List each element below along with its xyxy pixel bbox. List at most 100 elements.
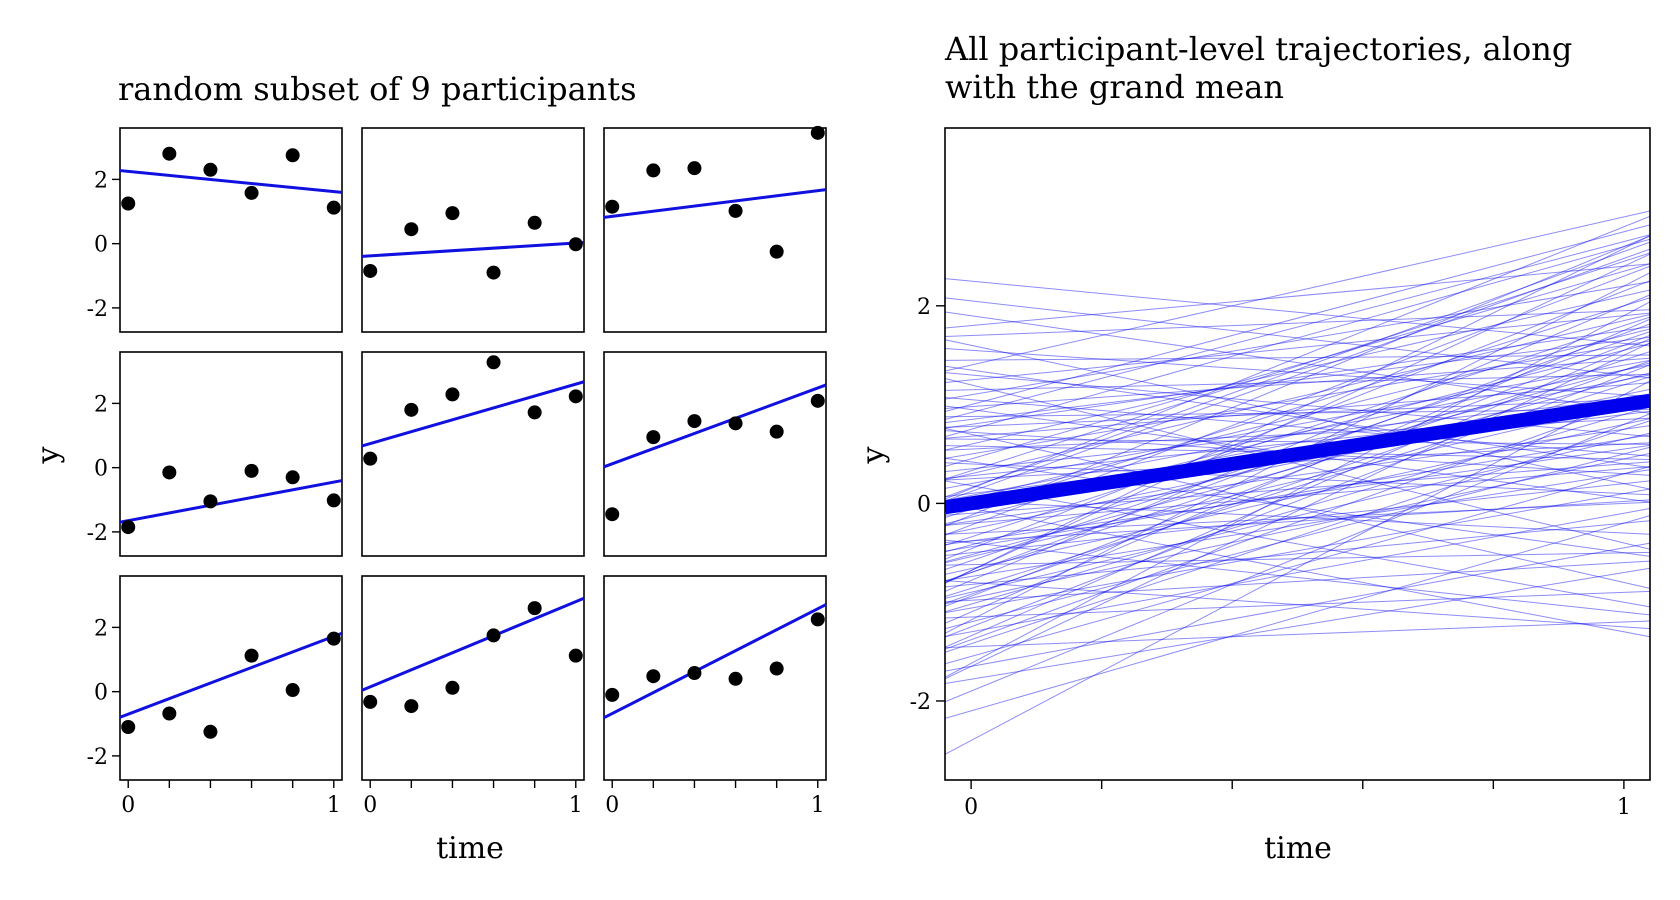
participant-trajectory — [945, 338, 1650, 648]
data-point — [728, 416, 743, 431]
participant-trajectory — [945, 394, 1650, 650]
participant-trajectory — [945, 252, 1650, 480]
data-point — [326, 631, 341, 646]
plot-frame — [944, 127, 1651, 781]
participant-trajectory — [945, 224, 1650, 413]
panel-fit-line — [361, 380, 585, 448]
y-tick-label: 2 — [94, 392, 108, 417]
data-point — [162, 146, 177, 161]
data-point — [568, 237, 583, 252]
data-point — [203, 162, 218, 177]
participant-trajectory — [945, 425, 1650, 526]
data-point — [244, 463, 259, 478]
participant-trajectory — [945, 442, 1650, 481]
participant-panel: -2 0 2 — [87, 127, 343, 333]
left-chart-x-axis-label: time — [436, 831, 504, 866]
participant-trajectory — [945, 432, 1650, 599]
data-point — [121, 520, 136, 535]
data-point — [527, 601, 542, 616]
y-tick-label: -2 — [87, 745, 108, 770]
participant-trajectory — [945, 499, 1650, 544]
participant-trajectory — [945, 241, 1650, 498]
participant-trajectory — [945, 452, 1650, 605]
data-point — [605, 507, 620, 522]
participant-trajectory — [945, 263, 1650, 467]
participant-trajectory — [945, 396, 1650, 457]
data-point — [486, 628, 501, 643]
participant-trajectory — [945, 480, 1650, 608]
participant-trajectory — [945, 289, 1650, 451]
data-point — [404, 699, 419, 714]
data-point — [285, 683, 300, 698]
data-point — [203, 494, 218, 509]
participant-trajectory — [945, 488, 1650, 614]
panel-frame — [119, 127, 343, 333]
panel-frame — [361, 575, 585, 781]
right-chart-y-axis-label: y — [856, 446, 891, 464]
participant-trajectory — [945, 280, 1650, 560]
panel-fit-line — [119, 479, 343, 524]
participant-trajectory — [945, 398, 1650, 564]
data-point — [687, 161, 702, 176]
participant-trajectory — [945, 235, 1650, 527]
panel-fit-line — [603, 188, 827, 219]
data-point — [121, 196, 136, 211]
data-point — [121, 719, 136, 734]
participant-trajectory — [945, 248, 1650, 502]
participant-trajectory — [945, 281, 1650, 400]
participant-trajectory — [945, 462, 1650, 496]
participant-trajectory — [945, 316, 1650, 546]
data-point — [326, 200, 341, 215]
y-tick-label: 0 — [94, 233, 108, 258]
participant-trajectory — [945, 215, 1650, 500]
participant-trajectory — [945, 328, 1650, 506]
x-tick-label: 1 — [1617, 795, 1631, 820]
panel-frame — [119, 351, 343, 557]
panel-fit-line — [119, 631, 343, 719]
participant-trajectory — [945, 444, 1650, 546]
panel-frame — [603, 351, 827, 557]
data-point — [568, 389, 583, 404]
participant-trajectory — [945, 408, 1650, 418]
participant-trajectory — [945, 359, 1650, 489]
data-point — [363, 694, 378, 709]
participant-trajectory — [945, 398, 1650, 428]
data-point — [404, 222, 419, 237]
data-point — [203, 724, 218, 739]
x-tick-label: 0 — [363, 793, 377, 818]
participant-trajectory — [945, 508, 1650, 638]
data-point — [646, 430, 661, 445]
participant-trajectory — [945, 418, 1650, 575]
participant-trajectory — [945, 372, 1650, 438]
data-point — [687, 666, 702, 681]
participant-trajectory — [945, 364, 1650, 502]
participant-trajectory — [945, 406, 1650, 613]
data-point — [810, 612, 825, 627]
participant-trajectory — [945, 501, 1650, 535]
data-point — [445, 206, 460, 221]
participant-trajectory — [945, 590, 1650, 619]
participant-trajectory — [945, 294, 1650, 592]
y-tick-label: 2 — [94, 168, 108, 193]
participant-trajectory — [945, 234, 1650, 420]
participant-trajectory — [945, 469, 1650, 582]
data-point — [244, 648, 259, 663]
x-tick-label: 0 — [964, 795, 978, 820]
participant-trajectory — [945, 364, 1650, 638]
data-point — [445, 387, 460, 402]
x-tick-label: 1 — [569, 793, 583, 818]
y-tick-label: 0 — [94, 681, 108, 706]
grand-mean-line — [945, 393, 1650, 515]
data-point — [527, 405, 542, 420]
data-point — [363, 451, 378, 466]
y-tick-label: 2 — [917, 295, 931, 320]
left-chart-title: random subset of 9 participants — [118, 70, 637, 108]
panel-fit-line — [361, 240, 585, 258]
participant-trajectory — [945, 354, 1650, 361]
data-point — [769, 661, 784, 676]
participant-trajectory — [945, 499, 1650, 535]
participant-trajectory — [945, 253, 1650, 584]
participant-trajectory — [945, 461, 1650, 516]
data-point — [244, 185, 259, 200]
